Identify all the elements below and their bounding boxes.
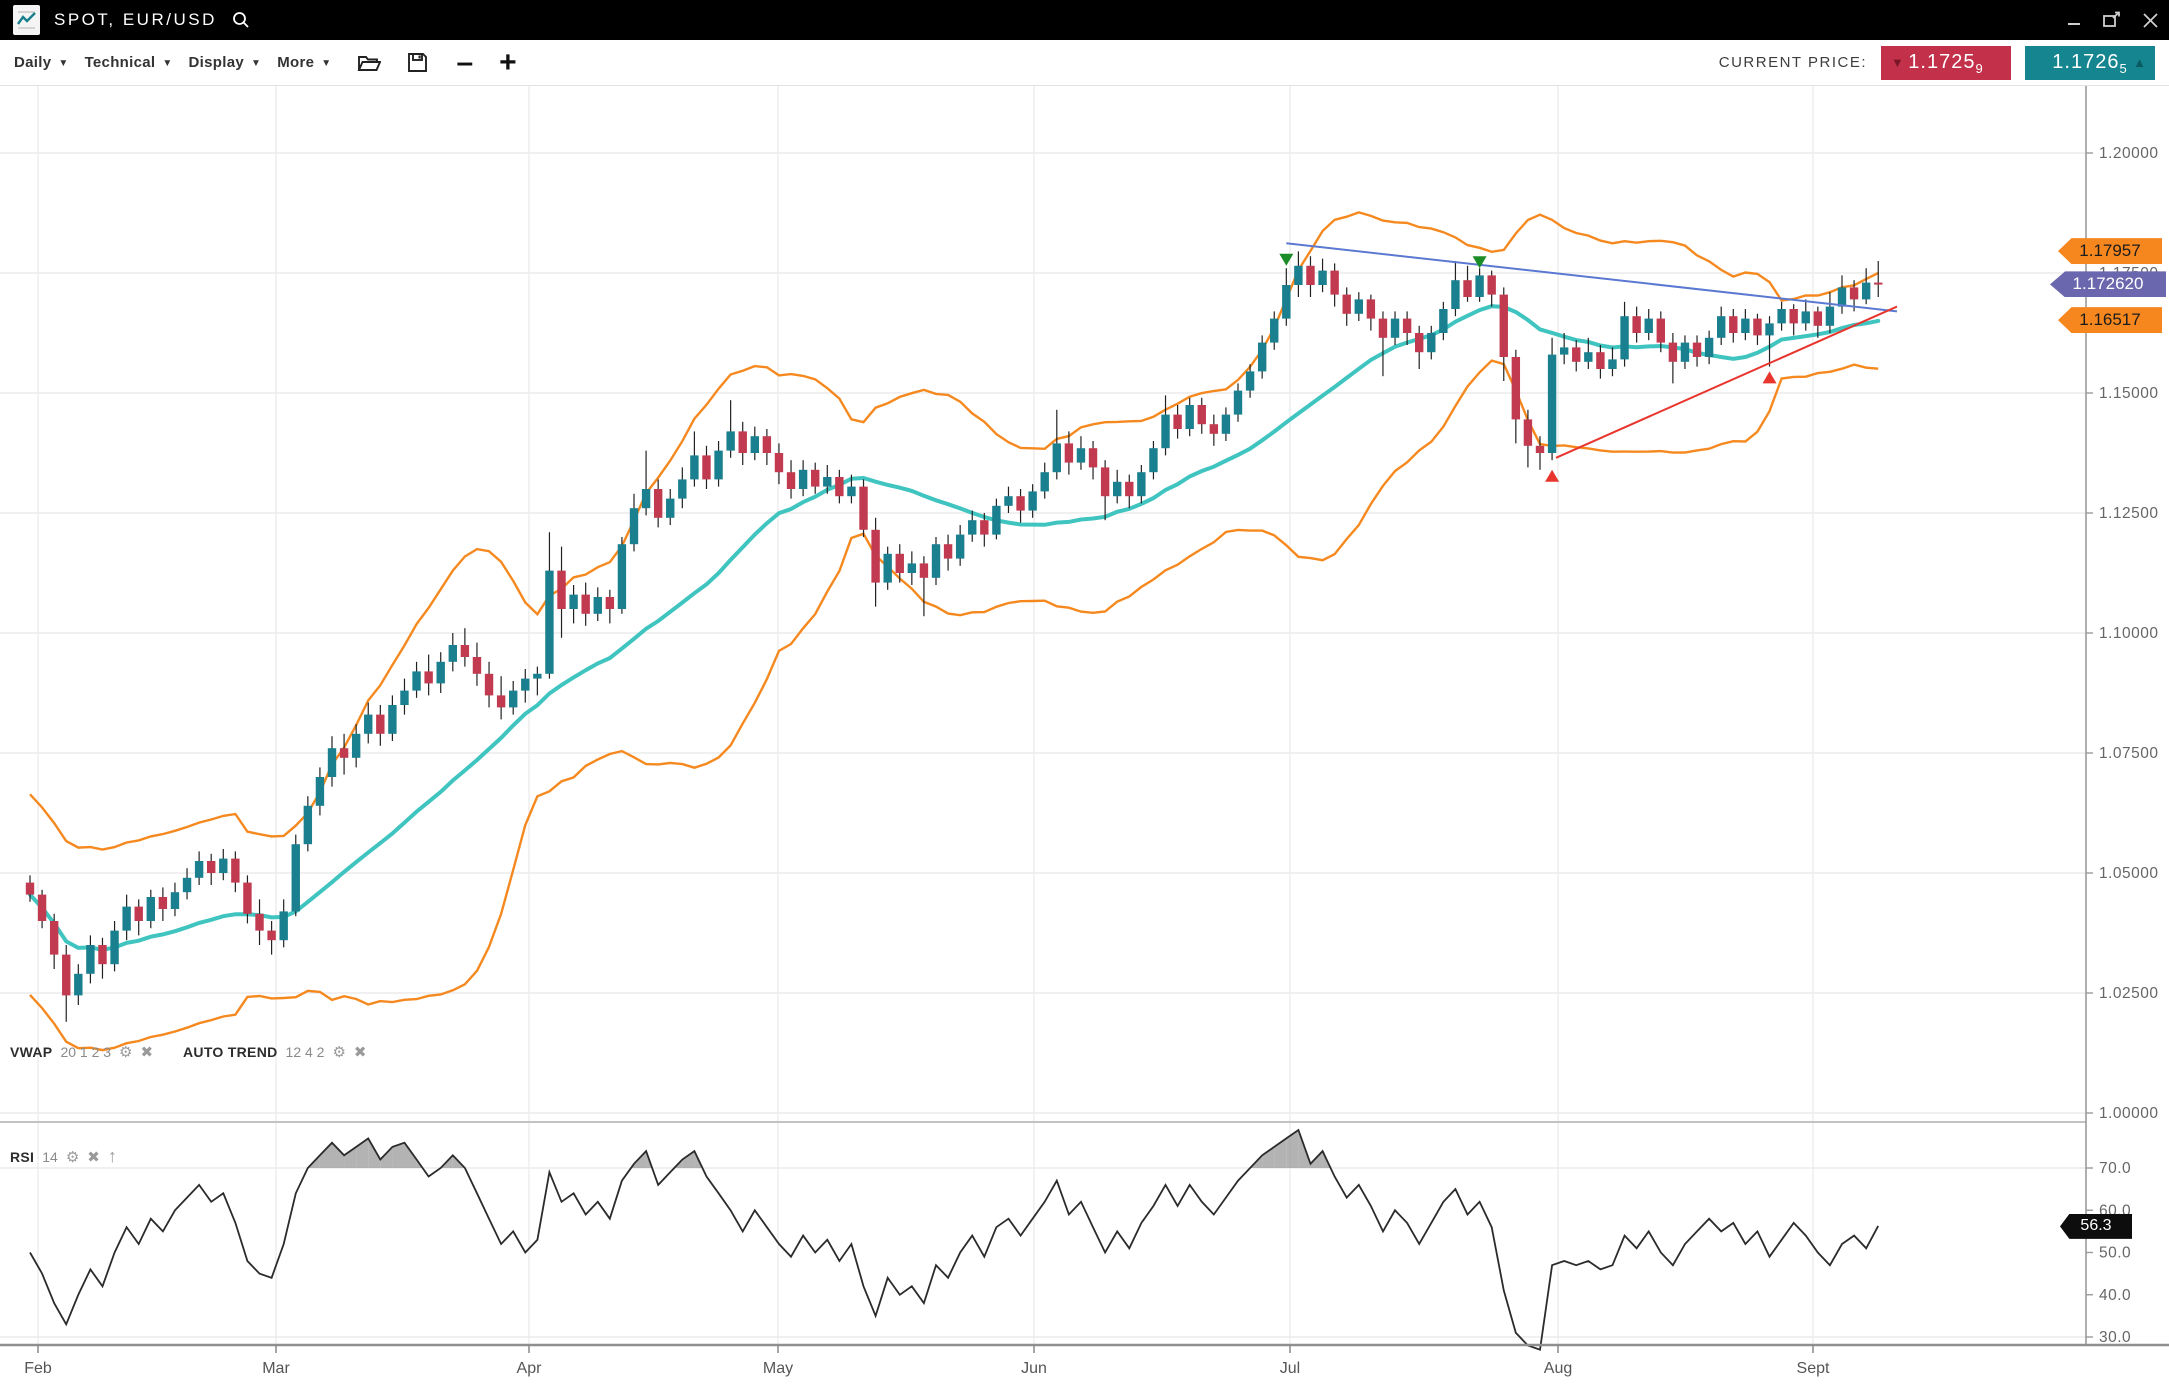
auto-trend-lines [1286, 242, 1898, 459]
chevron-down-icon: ▼ [162, 58, 173, 69]
rsi-series [29, 1128, 1879, 1351]
rsi-params: 14 [42, 1148, 58, 1165]
svg-text:Apr: Apr [517, 1360, 543, 1377]
bid-price-badge: ▼ 1.1725 9 [1881, 45, 2011, 80]
svg-text:30.0: 30.0 [2099, 1329, 2131, 1346]
menu-daily-label: Daily [14, 54, 52, 71]
trough-signal-icon [1545, 469, 1560, 482]
autotrend-label: AUTO TREND [183, 1044, 278, 1060]
chevron-down-icon: ▼ [321, 58, 332, 69]
svg-text:Sept: Sept [1797, 1360, 1830, 1377]
gear-icon[interactable]: ⚙ [65, 1148, 80, 1166]
svg-text:Jul: Jul [1280, 1360, 1300, 1377]
svg-text:70.0: 70.0 [2099, 1160, 2131, 1177]
search-icon[interactable] [231, 10, 251, 30]
resistance-trendline [1286, 242, 1898, 313]
menu-technical-label: Technical [84, 54, 156, 71]
lower-band-price-badge: 1.16517 [2058, 307, 2162, 334]
ask-price-value: 1.1726 [2052, 51, 2120, 73]
svg-text:1.05000: 1.05000 [2099, 865, 2159, 882]
menu-more[interactable]: More ▼ [277, 54, 331, 71]
svg-text:1.07500: 1.07500 [2099, 745, 2159, 762]
svg-text:Feb: Feb [24, 1360, 52, 1377]
popout-icon[interactable] [2102, 11, 2122, 29]
rsi-value-badge: 56.3 [2060, 1213, 2132, 1239]
current-price-label: CURRENT PRICE: [1718, 54, 1867, 71]
arrow-down-icon: ▼ [1891, 55, 1905, 70]
svg-text:Mar: Mar [262, 1360, 290, 1377]
trough-signal-icon [1762, 371, 1777, 384]
autotrend-indicator-legend: AUTO TREND 12 4 2 ⚙ ✖ [183, 1043, 367, 1061]
chevron-down-icon: ▼ [58, 58, 69, 69]
svg-text:1.02500: 1.02500 [2099, 985, 2159, 1002]
svg-text:1.20000: 1.20000 [2099, 145, 2159, 162]
minimize-icon[interactable] [2066, 12, 2082, 28]
zoom-in-button[interactable]: + [499, 45, 517, 79]
autotrend-params: 12 4 2 [285, 1044, 325, 1060]
svg-text:1.00000: 1.00000 [2099, 1105, 2159, 1122]
svg-text:Jun: Jun [1021, 1360, 1047, 1377]
zoom-out-button[interactable]: – [456, 45, 474, 79]
vwap-indicator-legend: VWAP 20 1 2 3 ⚙ ✖ [10, 1043, 153, 1061]
close-icon[interactable]: ✖ [87, 1148, 100, 1166]
close-icon[interactable] [2142, 12, 2159, 29]
close-icon[interactable]: ✖ [353, 1044, 367, 1061]
move-panel-up-icon[interactable]: ↑ [107, 1146, 117, 1166]
toolbar: Daily ▼ Technical ▼ Display ▼ More ▼ – + CUR… [0, 40, 2169, 86]
peak-signal-icon [1472, 256, 1487, 269]
vwap-bands [28, 211, 1881, 1052]
close-icon[interactable]: ✖ [140, 1044, 154, 1061]
arrow-up-icon: ▲ [2133, 55, 2147, 70]
save-icon[interactable] [407, 52, 428, 73]
menu-more-label: More [277, 54, 315, 71]
vwap-params: 20 1 2 3 [60, 1044, 112, 1060]
svg-text:1.12500: 1.12500 [2099, 505, 2159, 522]
svg-text:50.0: 50.0 [2099, 1245, 2131, 1262]
menu-display-label: Display [188, 54, 245, 71]
last-price-badge: 1.172620 [2050, 271, 2166, 298]
upper-band-price-badge: 1.17957 [2058, 238, 2162, 265]
gear-icon[interactable]: ⚙ [332, 1044, 346, 1061]
menu-display[interactable]: Display ▼ [189, 54, 262, 71]
instrument-title: SPOT, EUR/USD [54, 10, 217, 29]
vwap-label: VWAP [10, 1044, 53, 1060]
current-price-area: CURRENT PRICE: ▼ 1.1725 9 1.1726 5 ▲ [1719, 40, 2155, 85]
menu-daily[interactable]: Daily ▼ [14, 54, 69, 71]
svg-text:1.15000: 1.15000 [2099, 385, 2159, 402]
chevron-down-icon: ▼ [251, 58, 262, 69]
rsi-label: RSI [10, 1148, 35, 1165]
title-bar: SPOT, EUR/USD [0, 0, 2169, 40]
menu-technical[interactable]: Technical ▼ [85, 54, 173, 71]
vwap-midline [28, 304, 1881, 952]
candlestick-series [25, 251, 1883, 1022]
open-folder-icon[interactable] [357, 53, 382, 73]
gear-icon[interactable]: ⚙ [119, 1044, 133, 1061]
bid-price-subdigit: 9 [1975, 60, 1984, 76]
svg-text:1.10000: 1.10000 [2099, 625, 2159, 642]
svg-text:Aug: Aug [1544, 1360, 1572, 1377]
axes: 1.200001.175001.150001.125001.100001.075… [0, 85, 2169, 1377]
ask-price-badge: 1.1726 5 ▲ [2025, 45, 2155, 80]
ask-price-subdigit: 5 [2119, 60, 2128, 76]
svg-text:40.0: 40.0 [2099, 1287, 2131, 1304]
window-controls [2066, 0, 2159, 40]
trend-signal-markers [1279, 253, 1777, 482]
peak-signal-icon [1279, 253, 1294, 266]
app-logo-icon [13, 5, 40, 35]
bid-price-value: 1.1725 [1908, 51, 1976, 73]
gridlines [0, 85, 2086, 1345]
support-trendline [1555, 305, 1898, 459]
svg-text:May: May [763, 1360, 793, 1377]
rsi-indicator-legend: RSI 14 ⚙ ✖ ↑ [10, 1146, 117, 1167]
